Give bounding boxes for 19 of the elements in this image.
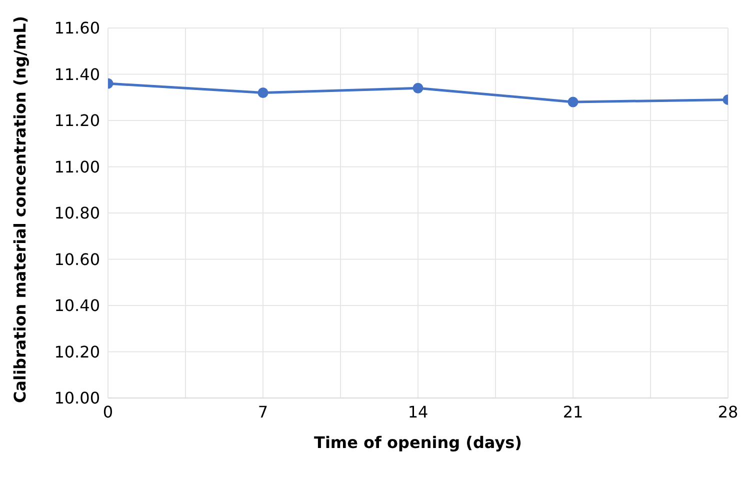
y-tick-label: 10.80 [54, 204, 100, 223]
x-tick-label: 28 [718, 402, 738, 422]
y-tick-label: 10.00 [54, 388, 100, 408]
point [258, 88, 268, 98]
y-tick-label: 11.20 [54, 111, 100, 130]
y-tick-label: 11.40 [54, 64, 100, 84]
x-tick-label: 7 [258, 402, 268, 422]
y-tick-label: 10.20 [54, 342, 100, 362]
y-axis-title: Calibration material concentration (ng/mL) [10, 16, 30, 403]
y-tick-label: 10.60 [54, 250, 100, 269]
point [568, 96, 578, 108]
x-tick-label: 14 [408, 402, 428, 422]
y-tick-label: 11.60 [54, 18, 100, 38]
x-tick-label: 21 [562, 402, 584, 422]
x-tick-label: 0 [102, 402, 114, 422]
point [412, 82, 424, 94]
y-tick-label: 11.00 [54, 157, 100, 176]
x-axis-title: Time of opening (days) [314, 433, 522, 452]
y-tick-label: 10.40 [54, 296, 100, 316]
